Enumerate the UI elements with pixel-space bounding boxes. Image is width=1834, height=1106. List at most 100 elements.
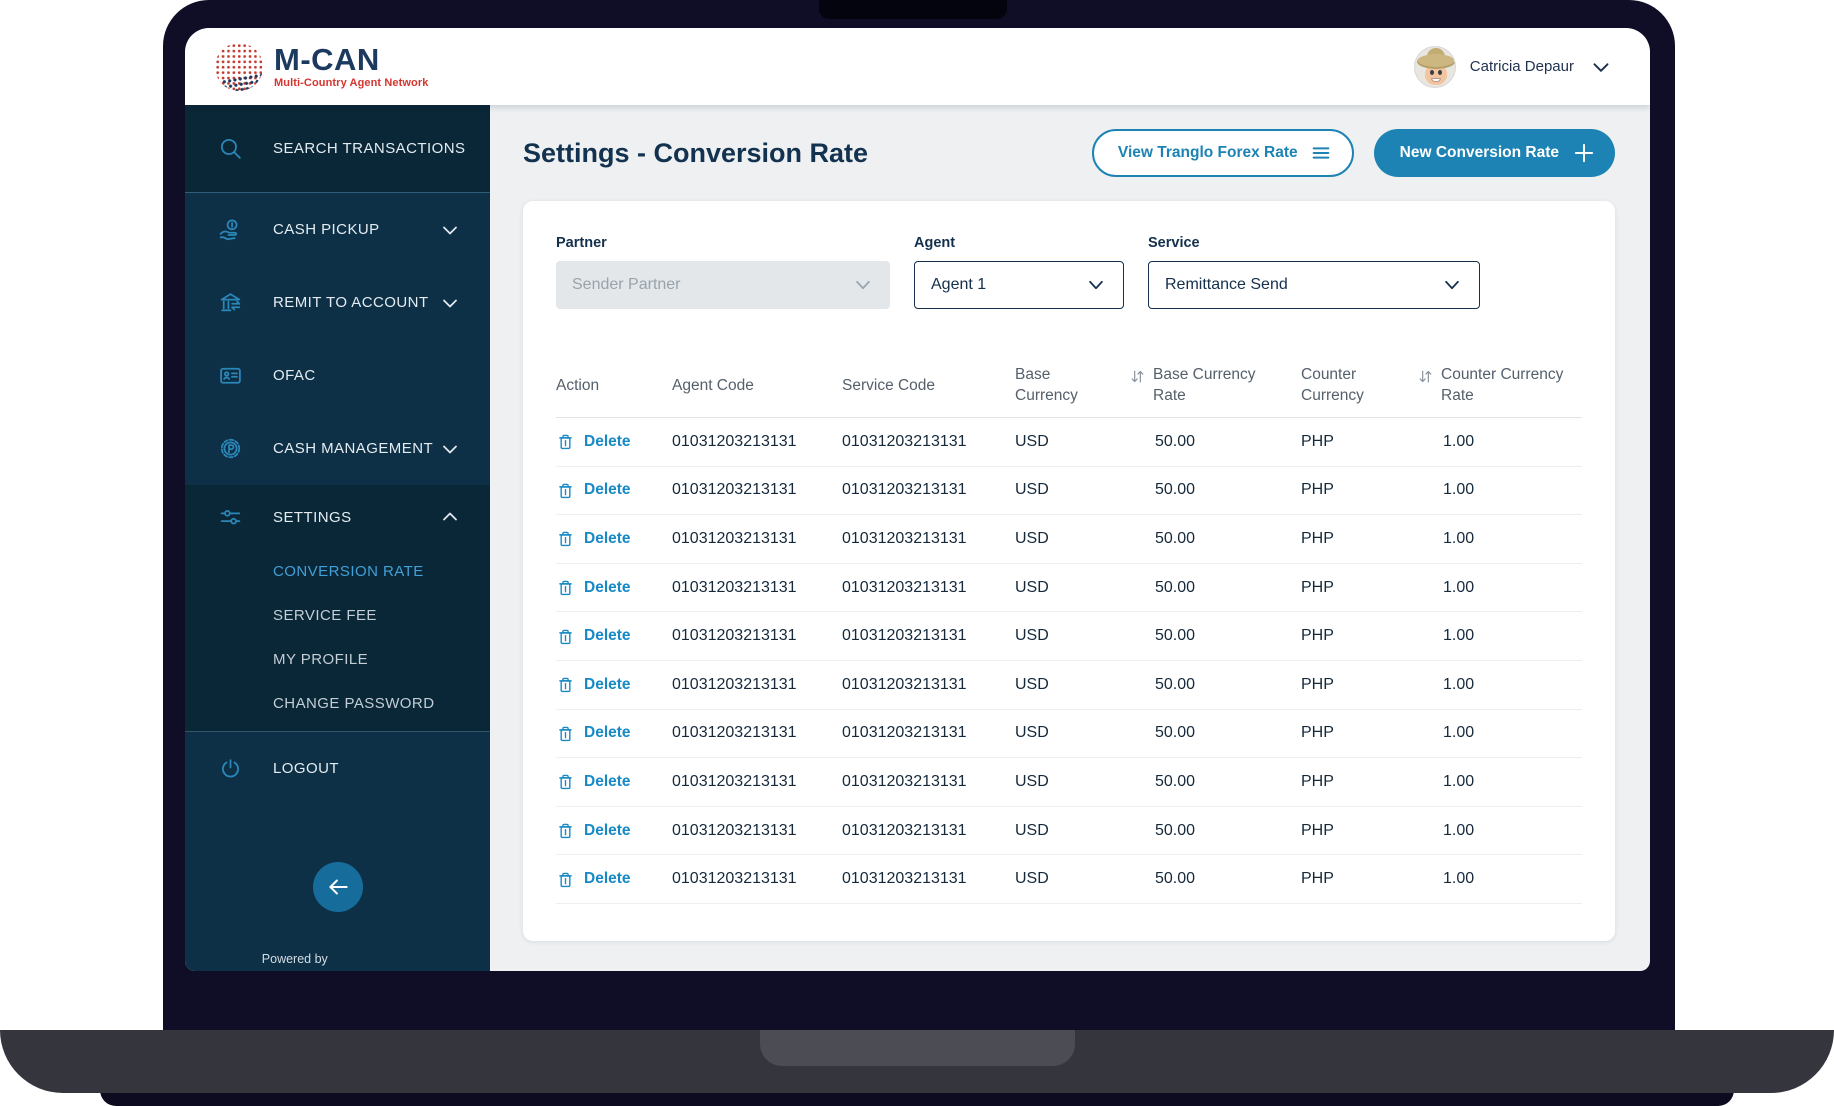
agent-code-cell: 01031203213131	[672, 870, 797, 888]
agent-code-cell: 01031203213131	[672, 772, 797, 790]
collapse-sidebar-button[interactable]	[312, 862, 363, 912]
chevron-down-icon	[856, 280, 870, 290]
counter-currency-rate-cell: 1.00	[1443, 627, 1475, 645]
table-row: Delete 01031203213131 01031203213131 USD 50.…	[556, 418, 1582, 467]
delete-button[interactable]: Delete	[556, 627, 672, 646]
column-header-counter-currency: Counter Currency	[1301, 366, 1364, 404]
base-currency-cell: USD	[1015, 578, 1049, 596]
view-forex-rate-button[interactable]: View Tranglo Forex Rate	[1091, 129, 1354, 177]
main-content: Settings - Conversion Rate View Tranglo …	[490, 105, 1650, 971]
counter-currency-rate-cell: 1.00	[1443, 724, 1475, 742]
agent-code-cell: 01031203213131	[672, 627, 797, 645]
user-menu[interactable]: Catricia Depaur	[1413, 45, 1614, 88]
trash-icon	[559, 532, 572, 547]
service-select[interactable]: Remittance Send	[1148, 261, 1480, 309]
sidebar-item-ofac[interactable]: OFAC	[185, 339, 490, 412]
plus-icon	[1574, 143, 1594, 163]
delete-button[interactable]: Delete	[556, 481, 672, 500]
service-code-cell: 01031203213131	[842, 432, 967, 450]
delete-button[interactable]: Delete	[556, 772, 672, 791]
trash-icon	[559, 435, 572, 450]
base-currency-rate-cell: 50.00	[1155, 870, 1196, 888]
sidebar-item-logout[interactable]: LOGOUT	[185, 732, 490, 804]
delete-button[interactable]: Delete	[556, 529, 672, 548]
sidebar-item-label: CASH MANAGEMENT	[273, 440, 434, 457]
new-conversion-rate-button[interactable]: New Conversion Rate	[1373, 129, 1615, 177]
submenu-item-change-password[interactable]: CHANGE PASSWORD	[273, 694, 435, 712]
agent-code-cell: 01031203213131	[672, 675, 797, 693]
column-header-base-currency: Base Currency	[1015, 366, 1078, 404]
cash-pickup-icon	[219, 219, 238, 241]
counter-currency-rate-cell: 1.00	[1443, 772, 1475, 790]
chevron-down-icon[interactable]	[1588, 54, 1614, 80]
search-icon	[220, 138, 241, 159]
avatar	[1413, 45, 1456, 88]
chevron-down-icon	[1445, 280, 1459, 290]
column-header-counter-currency-rate[interactable]: Counter Currency Rate	[1417, 365, 1582, 407]
page-title: Settings - Conversion Rate	[523, 137, 869, 168]
counter-currency-cell: PHP	[1301, 870, 1334, 888]
chevron-down-icon	[443, 226, 457, 234]
base-currency-rate-cell: 50.00	[1155, 627, 1196, 645]
chevron-up-icon	[443, 512, 457, 521]
sort-icon[interactable]	[1417, 368, 1434, 385]
column-header-service-code: Service Code	[842, 376, 936, 394]
sidebar-item-cash-pickup[interactable]: CASH PICKUP	[185, 193, 490, 266]
base-currency-rate-cell: 50.00	[1155, 432, 1196, 450]
delete-button[interactable]: Delete	[556, 675, 672, 694]
agent-code-cell: 01031203213131	[672, 432, 797, 450]
column-header-base-currency-rate[interactable]: Base Currency Rate	[1129, 365, 1301, 407]
delete-button[interactable]: Delete	[556, 821, 672, 840]
sidebar-item-cash-management[interactable]: CASH MANAGEMENT	[185, 412, 490, 485]
submenu-item-service-fee[interactable]: SERVICE FEE	[273, 606, 377, 624]
settings-parent: SETTINGS	[185, 485, 490, 549]
base-currency-cell: USD	[1015, 481, 1049, 499]
sidebar-item-label: CASH PICKUP	[273, 221, 380, 238]
partner-select: Sender Partner	[556, 261, 890, 309]
delete-button[interactable]: Delete	[556, 578, 672, 597]
table-row: Delete 01031203213131 01031203213131 USD 50.…	[556, 515, 1582, 564]
service-code-cell: 01031203213131	[842, 870, 967, 888]
trash-icon	[559, 823, 572, 839]
counter-currency-cell: PHP	[1301, 627, 1334, 645]
sort-icon[interactable]	[1129, 368, 1146, 385]
sidebar-item-label: OFAC	[273, 367, 316, 384]
service-code-cell: 01031203213131	[842, 529, 967, 547]
counter-currency-cell: PHP	[1301, 821, 1334, 839]
delete-button[interactable]: Delete	[556, 870, 672, 889]
delete-label: Delete	[584, 724, 631, 742]
submenu-item-my-profile[interactable]: MY PROFILE	[273, 650, 369, 668]
delete-label: Delete	[584, 529, 631, 547]
sidebar-item-search-transactions[interactable]: SEARCH TRANSACTIONS	[185, 105, 490, 193]
table-row: Delete 01031203213131 01031203213131 USD 50.…	[556, 710, 1582, 759]
counter-currency-cell: PHP	[1301, 772, 1334, 790]
column-header-action: Action	[556, 376, 600, 394]
table-row: Delete 01031203213131 01031203213131 USD 50.…	[556, 855, 1582, 904]
table-header: Action Agent Code Service Code Base Currenc…	[556, 355, 1582, 418]
trash-icon	[559, 726, 572, 741]
sidebar-item-settings[interactable]: SETTINGS	[185, 485, 490, 549]
brand-tagline: Multi-Country Agent Network	[274, 77, 429, 89]
partner-filter-label: Partner	[556, 235, 607, 251]
service-code-cell: 01031203213131	[842, 821, 967, 839]
chevron-down-icon	[443, 299, 457, 307]
column-header-agent-code: Agent Code	[672, 376, 754, 394]
service-filter-label: Service	[1148, 235, 1200, 251]
arrow-left-icon	[328, 879, 348, 895]
counter-currency-cell: PHP	[1301, 675, 1334, 693]
counter-currency-cell: PHP	[1301, 529, 1334, 547]
sidebar-item-remit-to-account[interactable]: REMIT TO ACCOUNT	[185, 266, 490, 339]
powered-by-label: Powered by	[261, 952, 328, 966]
submenu-item-conversion-rate[interactable]: CONVERSION RATE	[273, 562, 424, 580]
delete-button[interactable]: Delete	[556, 724, 672, 743]
service-code-cell: 01031203213131	[842, 772, 967, 790]
counter-currency-rate-cell: 1.00	[1443, 821, 1475, 839]
base-currency-rate-cell: 50.00	[1155, 481, 1196, 499]
chevron-down-icon	[443, 445, 457, 453]
agent-code-cell: 01031203213131	[672, 821, 797, 839]
delete-button[interactable]: Delete	[556, 432, 672, 451]
brand-name: M-CAN	[274, 42, 380, 77]
agent-select[interactable]: Agent 1	[914, 261, 1124, 309]
settings-section: SETTINGS CONVERSION RATE SERVICE FEE MY PR…	[185, 485, 490, 732]
base-currency-cell: USD	[1015, 772, 1049, 790]
